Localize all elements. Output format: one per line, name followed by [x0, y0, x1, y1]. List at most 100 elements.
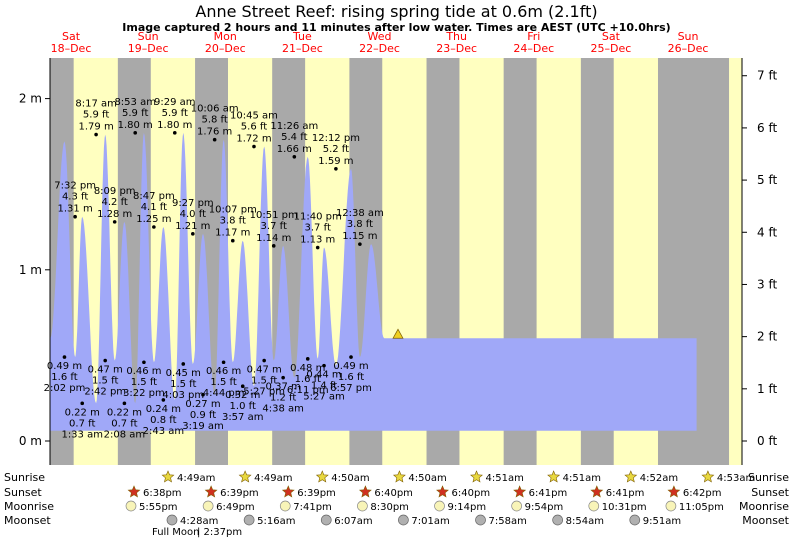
moonrise-icon [125, 500, 137, 512]
tide-point [73, 214, 77, 219]
moonset-time: 4:28am [180, 516, 218, 527]
sunset-time: 6:38pm [143, 488, 182, 499]
tide-metres-label: 1.59 m [318, 156, 353, 167]
date-label: 20–Dec [205, 42, 246, 55]
moonrise-icon [279, 500, 291, 512]
tide-metres-label: 0.24 m [146, 404, 181, 415]
tide-metres-label: 1.80 m [157, 120, 192, 131]
sunrise-time: 4:49am [254, 473, 292, 484]
moonset-time: 8:54am [566, 516, 604, 527]
moonset-icon [320, 514, 332, 526]
moonset-icon [475, 514, 486, 526]
sunset-star-icon [667, 485, 681, 498]
sunrise-time: 4:50am [408, 473, 446, 484]
tide-point [322, 363, 326, 368]
sunrise-time: 4:51am [563, 473, 601, 484]
tide-feet-label: 5.4 ft [281, 132, 307, 143]
moonset-icon [243, 514, 255, 526]
sunrise-star-icon [161, 470, 175, 483]
sunset-star-icon [358, 485, 372, 498]
sunrise-star-icon [392, 470, 406, 483]
moonset-icon [629, 514, 641, 526]
sunset-time: 6:41pm [529, 488, 568, 499]
tide-point [334, 166, 338, 171]
tide-time-label: 4:03 pm [162, 390, 204, 401]
tide-point [172, 131, 177, 135]
tide-time-label: 11:40 pm [294, 212, 342, 223]
moonset-icon [552, 514, 564, 526]
chart-subtitle: Image captured 2 hours and 11 minutes af… [122, 21, 671, 34]
moonset-time: 6:07am [334, 516, 372, 527]
tide-metres-label: 1.25 m [136, 214, 171, 225]
tide-time-label: 10:06 am [191, 104, 239, 115]
day-name-label: Sat [62, 30, 81, 43]
tide-metres-label: 1.80 m [118, 120, 153, 131]
sunset-star-icon [127, 485, 141, 498]
tide-metres-label: 0.47 m [247, 365, 282, 376]
tide-point [358, 242, 362, 246]
sunset-star-icon [513, 485, 527, 498]
tide-metres-label: 0.32 m [225, 390, 260, 401]
sunrise-time: 4:52am [640, 473, 678, 484]
tide-point [292, 155, 297, 159]
right-axis-tick-label: 2 ft [757, 330, 777, 344]
day-name-label: Fri [527, 30, 540, 43]
tide-metres-label: 1.66 m [277, 144, 312, 155]
tide-feet-label: 3.8 ft [220, 216, 246, 227]
moonset-time: 5:16am [257, 516, 295, 527]
tide-metres-label: 1.79 m [79, 122, 114, 133]
sunset-time: 6:41pm [606, 488, 645, 499]
moonrise-time: 11:05pm [679, 502, 724, 513]
astro-row-label-left: Moonset [4, 514, 51, 527]
tide-time-label: 4:38 am [262, 404, 304, 415]
moonset-time: 7:58am [489, 516, 527, 527]
moonrise-time: 9:14pm [448, 502, 487, 513]
tide-metres-label: 1.14 m [256, 233, 291, 244]
tide-time-label: 10:45 am [230, 111, 278, 122]
tide-metres-label: 0.49 m [47, 361, 82, 372]
sunrise-star-icon [547, 470, 561, 483]
moon-phase-label: Full Moon [152, 527, 199, 538]
tide-time-label: 10:07 pm [209, 205, 257, 216]
right-axis-tick-label: 5 ft [757, 173, 777, 187]
tide-area [50, 132, 697, 431]
sunrise-star-icon [701, 470, 715, 483]
tide-point [281, 375, 285, 380]
tide-metres-label: 1.31 m [58, 204, 93, 215]
date-label: 18–Dec [51, 42, 92, 55]
date-label: 25–Dec [591, 42, 632, 55]
tide-feet-label: 0.8 ft [150, 415, 176, 426]
day-name-label: Sun [678, 30, 699, 43]
tide-feet-label: 4.0 ft [180, 209, 206, 220]
day-name-label: Wed [368, 30, 392, 43]
tide-point [252, 144, 256, 149]
sunset-time: 6:39pm [220, 488, 259, 499]
sunset-time: 6:42pm [683, 488, 722, 499]
tide-feet-label: 0.9 ft [190, 410, 216, 421]
left-axis-tick-label: 0 m [19, 434, 42, 448]
sunrise-star-icon [624, 470, 638, 483]
tide-feet-label: 0.7 ft [69, 418, 95, 429]
tide-feet-label: 5.6 ft [241, 122, 267, 133]
tide-point [133, 131, 138, 135]
moonrise-time: 6:49pm [216, 502, 255, 513]
astro-row-label-left: Sunset [4, 486, 42, 499]
tide-time-label: 8:17 am [75, 99, 117, 110]
moonrise-icon [588, 500, 600, 512]
tide-feet-label: 1.5 ft [92, 376, 118, 387]
tide-metres-label: 0.46 m [206, 366, 241, 377]
astro-row-label-right: Moonset [742, 514, 789, 527]
sunrise-time: 4:49am [177, 473, 215, 484]
sunset-time: 6:40pm [452, 488, 491, 499]
date-label: 26–Dec [668, 42, 709, 55]
tide-time-label: 6:57 pm [330, 383, 372, 394]
day-name-label: Sat [602, 30, 621, 43]
tide-time-label: 9:29 am [154, 97, 196, 108]
tide-point [80, 401, 85, 406]
tide-feet-label: 4.1 ft [141, 202, 167, 213]
current-tide-marker [392, 328, 404, 339]
tide-feet-label: 5.8 ft [201, 115, 227, 126]
tide-point [94, 132, 98, 137]
sunset-time: 6:40pm [374, 488, 413, 499]
tide-point [142, 360, 146, 365]
